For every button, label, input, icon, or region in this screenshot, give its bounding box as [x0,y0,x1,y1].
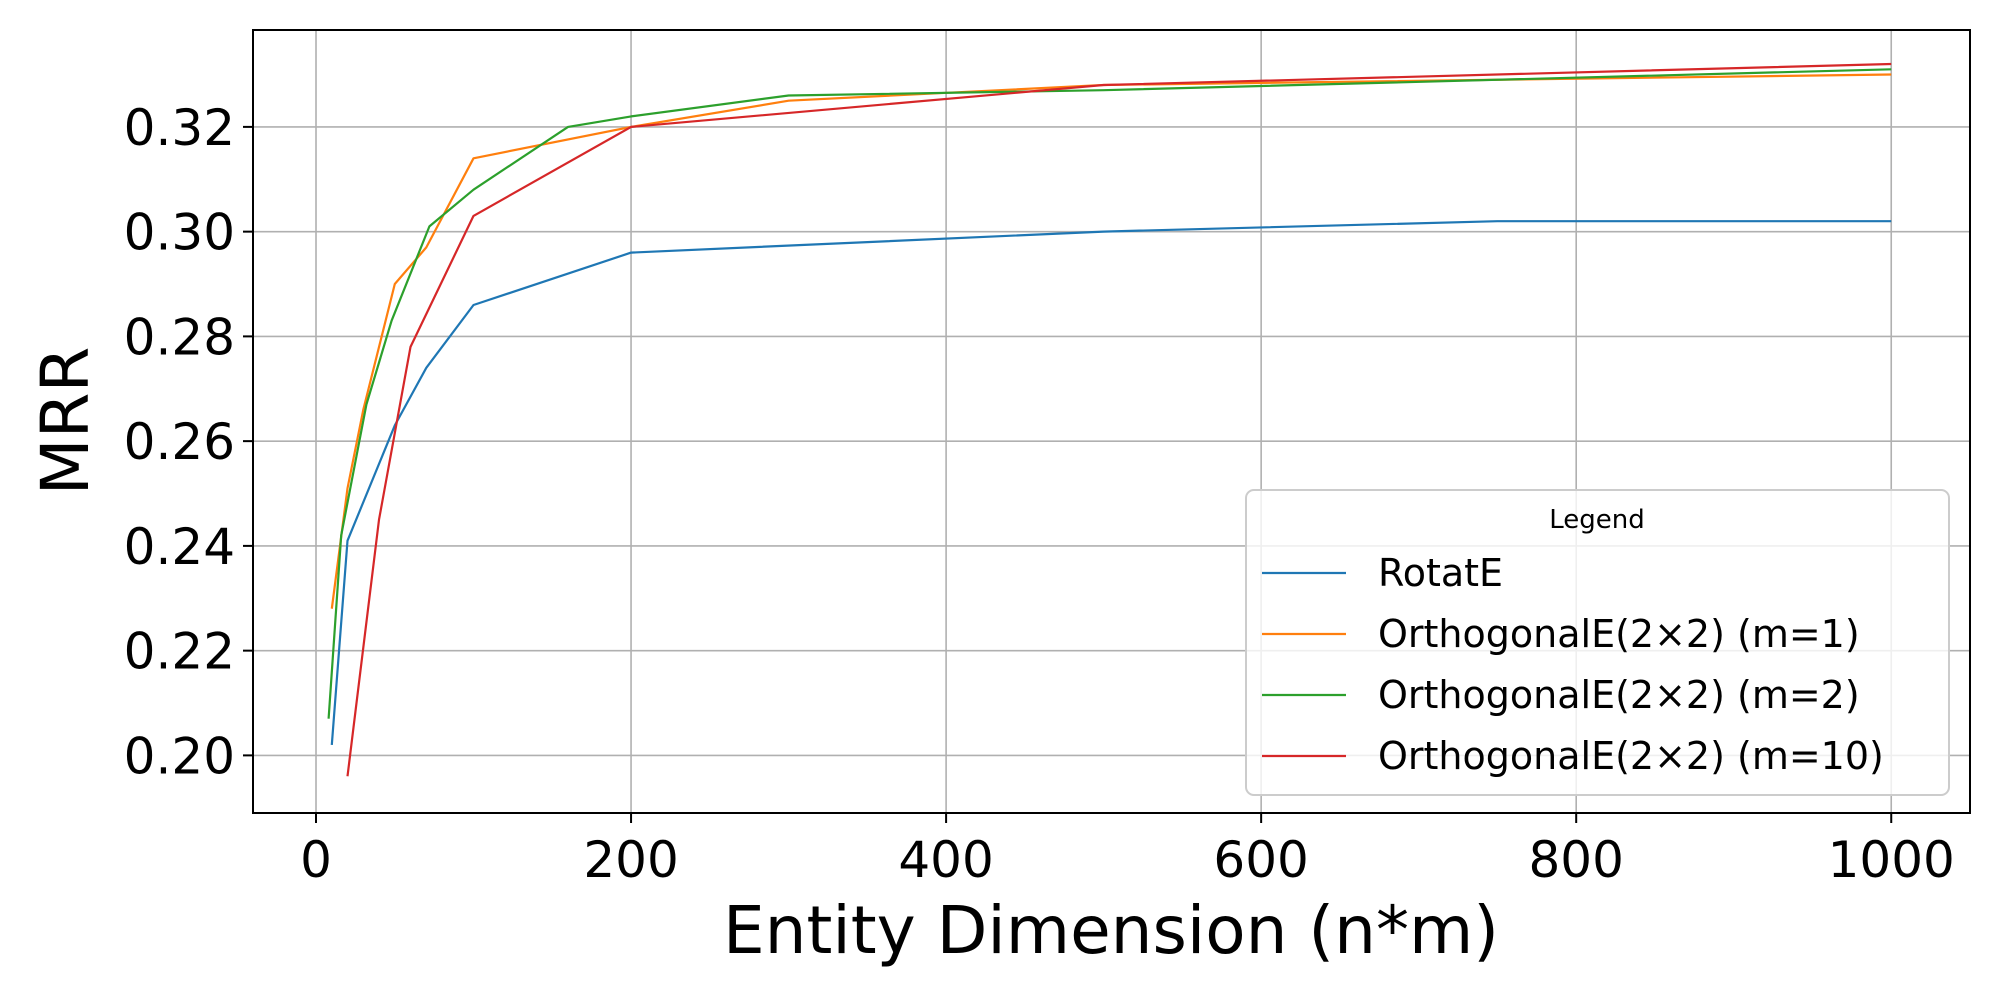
legend-label-2: OrthogonalE(2×2) (m=2) [1378,673,1860,717]
x-tick-label: 1000 [1828,831,1955,889]
axis-ticks: 0 200 400 600 800 1000 0.20 0.22 0.24 0.26 0.28 0.3… [124,99,1955,889]
legend-box [1245,489,1950,796]
y-tick-label: 0.32 [124,99,235,157]
y-tick-label: 0.26 [124,413,235,471]
y-tick-label: 0.24 [124,518,235,576]
x-tick-label: 800 [1528,831,1623,889]
legend-entries: RotatE OrthogonalE(2×2) (m=1) OrthogonalE(… [1262,551,1884,778]
y-tick-label: 0.22 [124,623,235,681]
legend-title: Legend [1549,505,1645,535]
y-axis-label: MRR [27,347,104,496]
series-line-2 [327,68,1892,719]
x-tick-label: 200 [583,831,678,889]
series-line-3 [346,62,1892,777]
y-tick-label: 0.30 [124,204,235,262]
legend: Legend RotatE OrthogonalE(2×2) (m=1) Ortho… [1245,489,1950,796]
legend-label-0: RotatE [1378,551,1503,595]
x-tick-label: 600 [1213,831,1308,889]
y-tick-label: 0.28 [124,308,235,366]
x-axis-label: Entity Dimension (n*m) [723,892,1499,969]
x-tick-label: 400 [898,831,993,889]
legend-label-1: OrthogonalE(2×2) (m=1) [1378,612,1860,656]
series-lines [327,62,1892,777]
x-tick-label: 0 [300,831,332,889]
grid [253,30,1970,813]
y-tick-label: 0.20 [124,727,235,785]
plot-area-frame [252,29,1971,814]
legend-label-3: OrthogonalE(2×2) (m=10) [1378,734,1884,778]
series-line-0 [330,220,1892,745]
